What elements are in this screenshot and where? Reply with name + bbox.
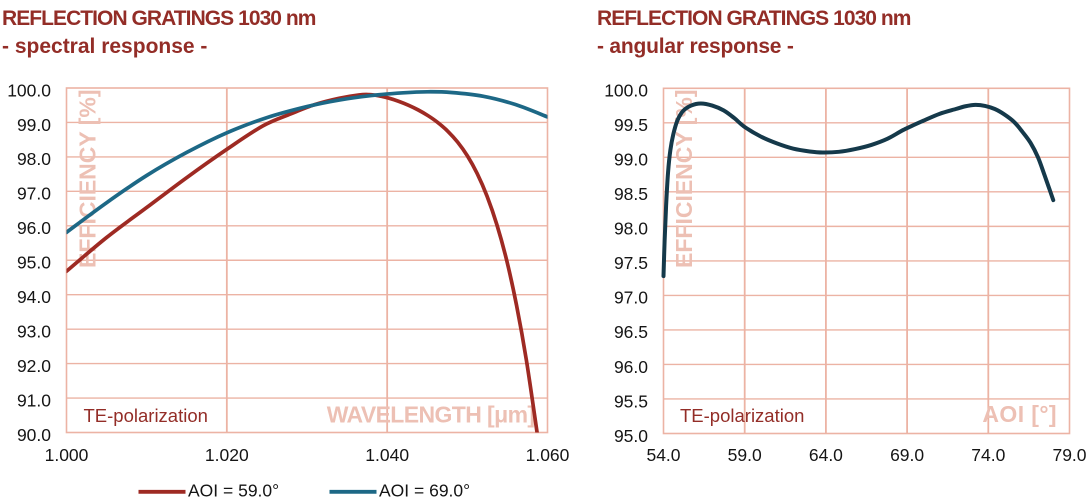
svg-text:EFFICIENCY [%]: EFFICIENCY [%]: [75, 90, 101, 268]
svg-text:- angular response -: - angular response -: [597, 35, 794, 58]
svg-text:AOI [°]: AOI [°]: [982, 401, 1057, 427]
svg-text:100.0: 100.0: [604, 81, 648, 101]
svg-text:1.020: 1.020: [205, 445, 249, 465]
svg-text:74.0: 74.0: [971, 445, 1005, 465]
svg-text:TE-polarization: TE-polarization: [84, 405, 208, 426]
svg-text:97.0: 97.0: [17, 184, 51, 204]
svg-text:97.5: 97.5: [614, 253, 648, 273]
svg-text:95.0: 95.0: [17, 253, 51, 273]
svg-text:64.0: 64.0: [809, 445, 843, 465]
svg-text:98.5: 98.5: [614, 184, 648, 204]
svg-text:98.0: 98.0: [17, 149, 51, 169]
svg-text:98.0: 98.0: [614, 219, 648, 239]
svg-text:95.5: 95.5: [614, 391, 648, 411]
svg-text:WAVELENGTH [μm]: WAVELENGTH [μm]: [327, 402, 535, 428]
svg-text:59.0: 59.0: [728, 445, 762, 465]
svg-text:REFLECTION GRATINGS 1030 nm: REFLECTION GRATINGS 1030 nm: [2, 7, 316, 30]
svg-text:TE-polarization: TE-polarization: [680, 405, 804, 426]
svg-text:96.0: 96.0: [614, 357, 648, 377]
svg-text:1.060: 1.060: [526, 445, 570, 465]
svg-text:- spectral response -: - spectral response -: [2, 35, 207, 58]
svg-text:94.0: 94.0: [17, 287, 51, 307]
svg-text:EFFICIENCY [%]: EFFICIENCY [%]: [671, 90, 697, 268]
svg-text:AOI = 69.0°: AOI = 69.0°: [379, 481, 470, 500]
svg-text:REFLECTION GRATINGS 1030 nm: REFLECTION GRATINGS 1030 nm: [597, 7, 911, 30]
svg-text:99.5: 99.5: [614, 115, 648, 135]
svg-text:99.0: 99.0: [614, 150, 648, 170]
svg-text:91.0: 91.0: [17, 390, 51, 410]
svg-text:97.0: 97.0: [614, 288, 648, 308]
svg-text:69.0: 69.0: [890, 445, 924, 465]
svg-text:54.0: 54.0: [646, 445, 680, 465]
svg-text:92.0: 92.0: [17, 356, 51, 376]
svg-text:90.0: 90.0: [17, 425, 51, 445]
svg-text:96.0: 96.0: [17, 218, 51, 238]
svg-text:96.5: 96.5: [614, 322, 648, 342]
svg-text:1.000: 1.000: [45, 445, 89, 465]
svg-text:99.0: 99.0: [17, 115, 51, 135]
svg-text:79.0: 79.0: [1052, 445, 1086, 465]
svg-text:100.0: 100.0: [7, 80, 51, 100]
svg-text:93.0: 93.0: [17, 321, 51, 341]
svg-text:AOI = 59.0°: AOI = 59.0°: [188, 481, 279, 500]
svg-text:95.0: 95.0: [614, 426, 648, 446]
svg-text:1.040: 1.040: [365, 445, 409, 465]
